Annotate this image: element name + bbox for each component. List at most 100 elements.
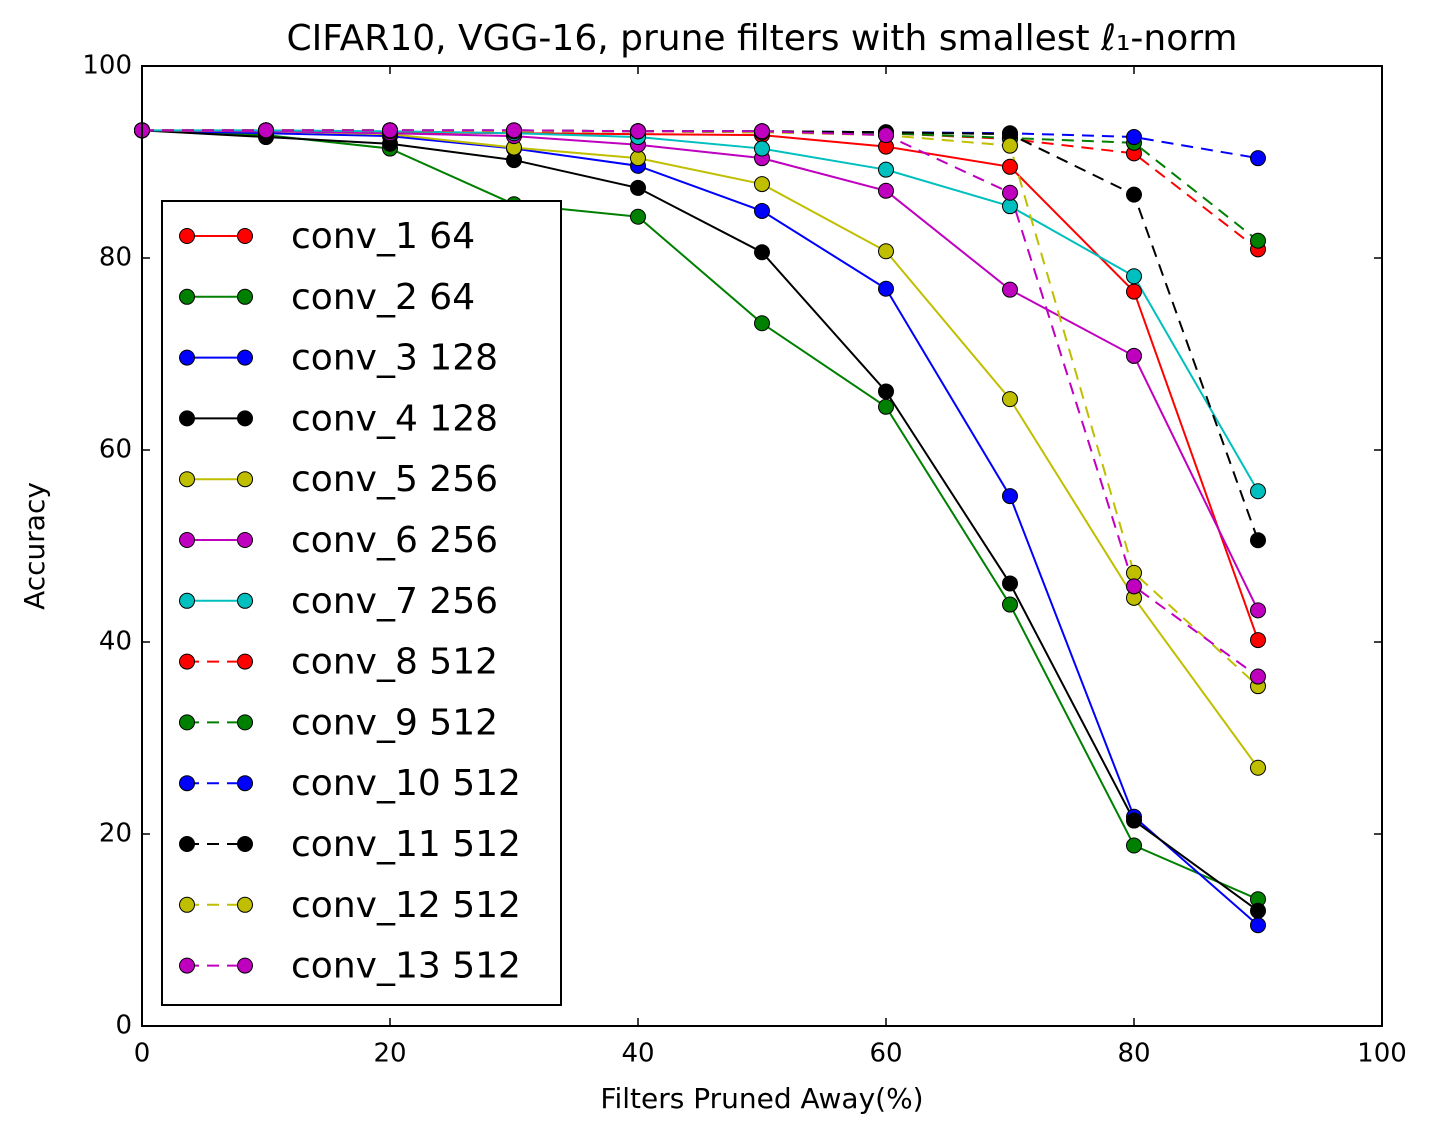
marker — [754, 176, 770, 193]
y-tick-label: 60 — [99, 435, 132, 465]
marker — [1250, 483, 1266, 500]
plot-frame — [141, 65, 1383, 1027]
legend-label: conv_7 256 — [291, 581, 498, 622]
legend-marker — [179, 349, 195, 366]
legend-label: conv_8 512 — [291, 642, 498, 683]
y-tick-label: 80 — [99, 243, 132, 273]
marker — [1126, 186, 1142, 203]
marker — [1250, 917, 1266, 934]
marker — [754, 244, 770, 261]
marker — [878, 243, 894, 260]
x-tick-label: 100 — [1357, 1039, 1407, 1069]
marker — [1126, 812, 1142, 829]
x-tick-label: 80 — [1117, 1039, 1150, 1069]
marker — [1250, 602, 1266, 619]
legend-label: conv_12 512 — [291, 885, 521, 926]
legend-label: conv_2 64 — [291, 277, 475, 318]
legend-marker — [179, 532, 195, 548]
legend-marker — [237, 653, 253, 670]
marker — [1002, 575, 1018, 592]
y-tick-label: 40 — [99, 627, 132, 657]
marker — [1250, 232, 1266, 249]
marker — [1002, 137, 1018, 154]
legend-marker — [179, 714, 195, 731]
marker — [1002, 391, 1018, 408]
marker — [1126, 129, 1142, 146]
marker — [878, 182, 894, 199]
x-tick-label: 0 — [134, 1039, 151, 1069]
marker — [754, 140, 770, 157]
legend-marker — [237, 288, 253, 305]
legend-marker — [237, 836, 253, 852]
legend-marker — [237, 592, 253, 609]
legend-marker — [179, 228, 195, 244]
marker — [1126, 347, 1142, 364]
marker — [878, 383, 894, 400]
legend-marker — [179, 410, 195, 427]
series-line — [141, 129, 1259, 926]
legend-marker — [237, 471, 253, 488]
series-line — [141, 129, 1259, 901]
legend-box — [161, 200, 562, 1006]
marker — [1002, 488, 1018, 505]
y-tick-label: 0 — [115, 1011, 132, 1041]
marker — [878, 398, 894, 415]
marker — [1250, 150, 1266, 167]
marker — [754, 315, 770, 332]
legend-label: conv_3 128 — [291, 338, 498, 379]
marker — [630, 208, 646, 225]
marker — [1002, 596, 1018, 613]
legend-label: conv_9 512 — [291, 702, 498, 743]
legend-marker — [179, 288, 195, 305]
marker — [1002, 184, 1018, 201]
marker — [1002, 158, 1018, 175]
y-tick-label: 20 — [99, 819, 132, 849]
legend-marker — [237, 957, 253, 974]
marker — [1126, 268, 1142, 285]
legend-marker — [179, 592, 195, 609]
marker — [382, 122, 398, 139]
x-axis-label: Filters Pruned Away(%) — [600, 1082, 923, 1115]
marker — [1002, 198, 1018, 215]
legend-marker — [237, 349, 253, 366]
marker — [506, 122, 522, 139]
legend-marker — [179, 653, 195, 670]
marker — [754, 123, 770, 140]
x-tick-label: 40 — [621, 1039, 654, 1069]
legend-label: conv_4 128 — [291, 398, 498, 439]
marker — [630, 150, 646, 167]
x-tick-label: 20 — [373, 1039, 406, 1069]
marker — [1250, 902, 1266, 919]
legend-marker — [179, 471, 195, 488]
legend-marker — [237, 714, 253, 731]
legend-marker — [179, 957, 195, 974]
series-line — [141, 129, 1259, 912]
marker — [878, 280, 894, 297]
legend-label: conv_10 512 — [291, 763, 521, 804]
legend-marker — [237, 228, 253, 244]
legend-marker — [179, 896, 195, 913]
legend-marker — [179, 775, 195, 792]
legend-label: conv_1 64 — [291, 216, 475, 257]
marker — [630, 123, 646, 140]
marker — [1002, 281, 1018, 298]
y-axis-label: Accuracy — [18, 482, 51, 610]
marker — [754, 202, 770, 219]
legend-label: conv_5 256 — [291, 459, 498, 500]
marker — [1126, 283, 1142, 300]
legend-marker — [179, 836, 195, 852]
marker — [878, 161, 894, 178]
legend-label: conv_6 256 — [291, 520, 498, 561]
marker — [1250, 759, 1266, 776]
x-tick-label: 60 — [869, 1039, 902, 1069]
marker — [630, 179, 646, 196]
series-line — [142, 129, 1259, 678]
marker — [1250, 532, 1266, 549]
marker — [1250, 632, 1266, 649]
legend-label: conv_13 512 — [291, 946, 521, 987]
y-tick-label: 100 — [82, 51, 132, 81]
marker — [258, 122, 274, 139]
legend-marker — [237, 775, 253, 792]
marker — [1126, 837, 1142, 854]
